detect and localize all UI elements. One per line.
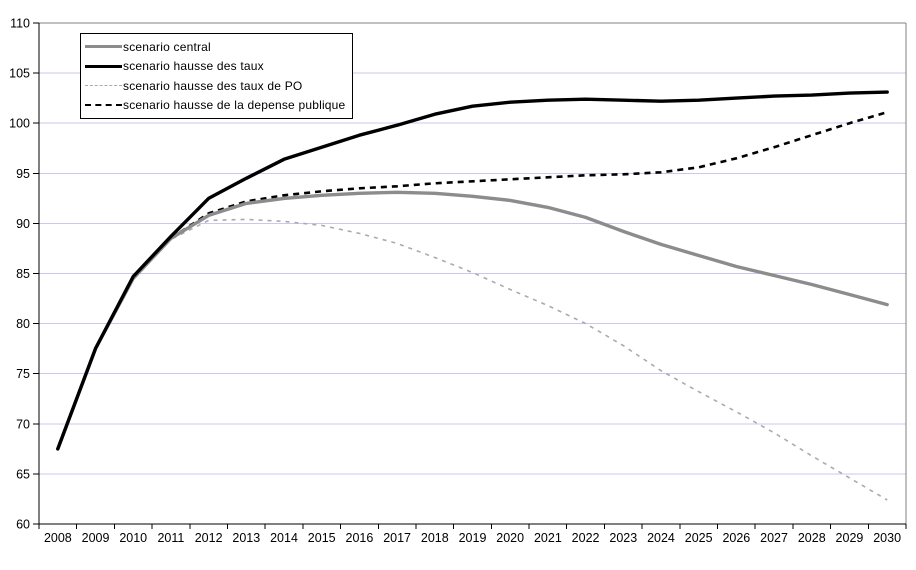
svg-text:2010: 2010: [119, 531, 147, 545]
svg-text:2021: 2021: [534, 531, 562, 545]
svg-text:2018: 2018: [421, 531, 449, 545]
legend-label-hausse-taux: scenario hausse des taux: [123, 59, 264, 74]
y-axis-ticks: [33, 22, 39, 525]
legend-line-sample-hausse-taux-po: [85, 85, 122, 87]
svg-text:90: 90: [16, 217, 30, 231]
svg-text:2017: 2017: [383, 531, 411, 545]
x-axis-ticks: [38, 524, 907, 529]
svg-text:60: 60: [16, 518, 30, 532]
legend-line-sample-central: [85, 45, 122, 49]
legend-entry-depense-publique: scenario hausse de la depense publique: [85, 96, 345, 116]
svg-text:105: 105: [9, 67, 30, 81]
legend-entry-central: scenario central: [85, 37, 345, 57]
svg-text:2028: 2028: [798, 531, 826, 545]
series-line-1: [56, 90, 889, 451]
svg-text:2023: 2023: [609, 531, 637, 545]
series-line-2: [57, 218, 888, 501]
plot-border: [39, 22, 907, 524]
svg-text:2011: 2011: [157, 531, 184, 545]
svg-text:2014: 2014: [270, 531, 298, 545]
svg-text:95: 95: [16, 167, 30, 181]
svg-text:2015: 2015: [308, 531, 336, 545]
legend-label-hausse-taux-po: scenario hausse des taux de PO: [123, 78, 303, 93]
series-line-0: [56, 190, 889, 451]
svg-text:65: 65: [16, 467, 30, 481]
svg-text:2026: 2026: [722, 531, 750, 545]
legend-entry-hausse-taux-po: scenario hausse des taux de PO: [85, 76, 345, 96]
svg-text:2022: 2022: [572, 531, 600, 545]
svg-text:2030: 2030: [873, 531, 901, 545]
svg-text:2020: 2020: [496, 531, 524, 545]
svg-text:2025: 2025: [685, 531, 713, 545]
svg-text:2027: 2027: [760, 531, 788, 545]
svg-text:110: 110: [10, 17, 30, 31]
svg-text:2019: 2019: [459, 531, 487, 545]
y-axis-labels: 60 65 70 75 80 85 90 95 100 105 110: [9, 17, 30, 532]
svg-text:100: 100: [9, 117, 30, 131]
legend-line-sample-hausse-taux: [85, 64, 122, 68]
svg-text:2008: 2008: [44, 531, 72, 545]
svg-text:80: 80: [16, 317, 30, 331]
svg-text:2016: 2016: [346, 531, 374, 545]
svg-text:2024: 2024: [647, 531, 675, 545]
svg-text:70: 70: [16, 417, 30, 431]
gridlines: [39, 72, 906, 475]
legend: scenario central scenario hausse des tau…: [80, 33, 354, 119]
svg-text:2009: 2009: [82, 531, 110, 545]
svg-text:2012: 2012: [195, 531, 223, 545]
legend-entry-hausse-taux: scenario hausse des taux: [85, 57, 345, 77]
svg-text:2029: 2029: [836, 531, 864, 545]
series-line-3: [56, 110, 888, 450]
svg-text:75: 75: [16, 367, 30, 381]
legend-line-sample-depense-publique: [85, 104, 122, 107]
svg-text:85: 85: [16, 267, 30, 281]
x-axis-labels: 2008 2009 2010 2011 2012 2013 2014 2015 2016 2017…: [44, 531, 901, 545]
svg-text:2013: 2013: [232, 531, 260, 545]
legend-label-central: scenario central: [123, 39, 211, 54]
legend-label-depense-publique: scenario hausse de la depense publique: [123, 98, 346, 113]
